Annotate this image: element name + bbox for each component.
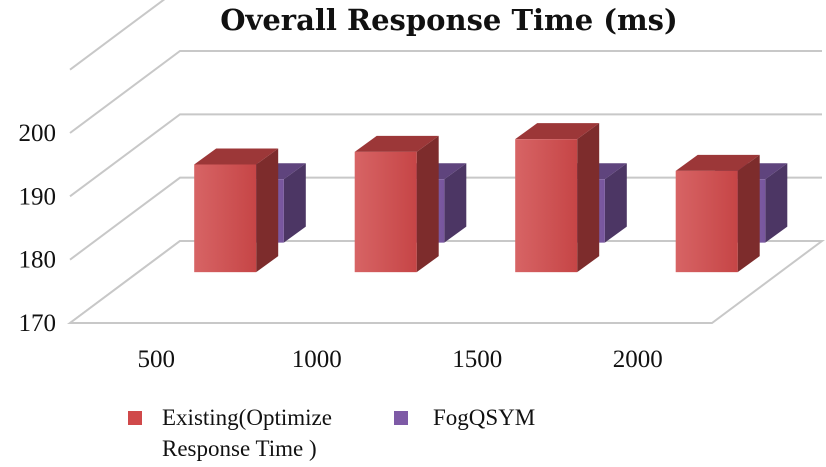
bar-side xyxy=(765,163,788,243)
bar-0-2 xyxy=(515,123,600,273)
legend-label: Response Time ) xyxy=(162,436,317,461)
gridline xyxy=(69,50,822,134)
bar-0-1 xyxy=(354,135,439,273)
bar-front xyxy=(354,151,417,273)
y-tick-label: 170 xyxy=(19,310,57,337)
bar-front xyxy=(515,139,578,273)
bar-side xyxy=(604,163,627,243)
x-axis: 500 1000 1500 2000 xyxy=(138,346,663,373)
gridline xyxy=(69,0,166,71)
y-tick-label: 200 xyxy=(19,120,57,147)
y-tick-label: 180 xyxy=(19,247,57,274)
bar-top xyxy=(515,123,600,140)
bar-top xyxy=(675,154,760,171)
x-tick-label: 2000 xyxy=(613,346,663,373)
x-tick-label: 1000 xyxy=(292,346,342,373)
y-axis: 170 180 190 200 xyxy=(19,120,57,337)
bar-top xyxy=(194,148,279,165)
y-tick-label: 190 xyxy=(19,183,57,210)
x-tick-label: 1500 xyxy=(452,346,502,373)
bar-0-3 xyxy=(675,154,760,273)
bar-side xyxy=(577,123,600,273)
bar-side xyxy=(444,163,467,243)
bar-side xyxy=(256,148,279,273)
bar-front xyxy=(675,170,738,273)
bar-0-0 xyxy=(194,148,279,273)
bar-side xyxy=(283,163,306,243)
bar-front xyxy=(194,164,257,273)
legend: Existing(Optimize Response Time ) FogQSYM xyxy=(128,405,535,461)
bar-top xyxy=(354,135,439,152)
bar-side xyxy=(416,135,439,273)
bar-side xyxy=(737,154,760,273)
chart-title: Overall Response Time (ms) xyxy=(220,3,678,37)
legend-label: FogQSYM xyxy=(433,405,535,430)
bars xyxy=(194,123,788,273)
gridline xyxy=(69,113,822,198)
legend-swatch xyxy=(394,411,408,425)
legend-swatch xyxy=(128,411,142,425)
x-tick-label: 500 xyxy=(138,346,176,373)
legend-label: Existing(Optimize xyxy=(162,405,332,430)
